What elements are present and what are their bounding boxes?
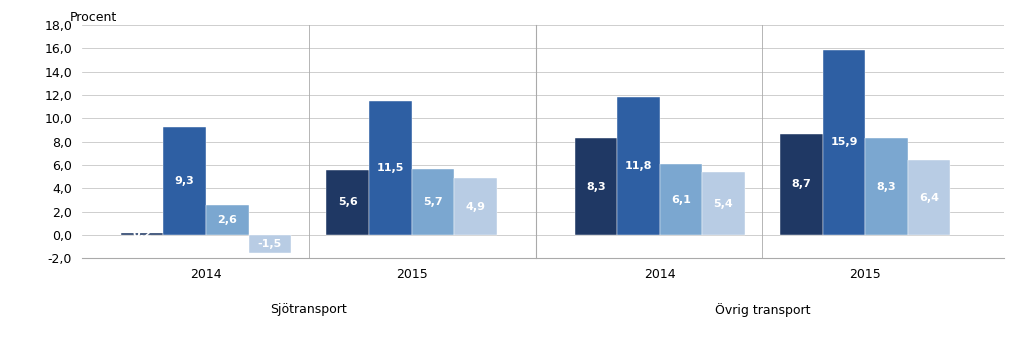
Text: 6,1: 6,1 [671, 195, 691, 205]
Text: 2,6: 2,6 [217, 215, 238, 225]
Text: 15,9: 15,9 [830, 137, 858, 148]
Text: Övrig transport: Övrig transport [715, 303, 810, 317]
Text: 5,6: 5,6 [338, 197, 357, 208]
Bar [702, 172, 744, 235]
Bar [164, 127, 206, 235]
Text: 8,7: 8,7 [792, 180, 811, 190]
Text: -1,5: -1,5 [258, 239, 282, 249]
Text: 5,4: 5,4 [714, 199, 733, 209]
Bar [865, 138, 908, 235]
Bar [454, 178, 497, 235]
Text: 6,4: 6,4 [920, 193, 939, 203]
Text: 5,7: 5,7 [423, 197, 442, 207]
Bar [327, 170, 369, 235]
Bar [249, 235, 291, 253]
Text: 4,9: 4,9 [465, 201, 485, 211]
Text: 9,3: 9,3 [175, 176, 195, 186]
Text: 11,8: 11,8 [625, 161, 652, 171]
Text: 8,3: 8,3 [586, 182, 606, 192]
Bar [206, 205, 249, 235]
Bar [574, 138, 617, 235]
Bar [121, 233, 164, 235]
Bar [822, 50, 865, 235]
Text: 11,5: 11,5 [377, 163, 404, 173]
Text: Sjötransport: Sjötransport [270, 303, 347, 316]
Text: Procent: Procent [70, 11, 117, 24]
Bar [780, 134, 822, 235]
Text: 0,2: 0,2 [132, 229, 152, 239]
Bar [369, 101, 412, 235]
Bar [617, 97, 659, 235]
Bar [908, 160, 950, 235]
Bar [412, 169, 454, 235]
Bar [659, 164, 702, 235]
Text: 8,3: 8,3 [877, 182, 896, 192]
